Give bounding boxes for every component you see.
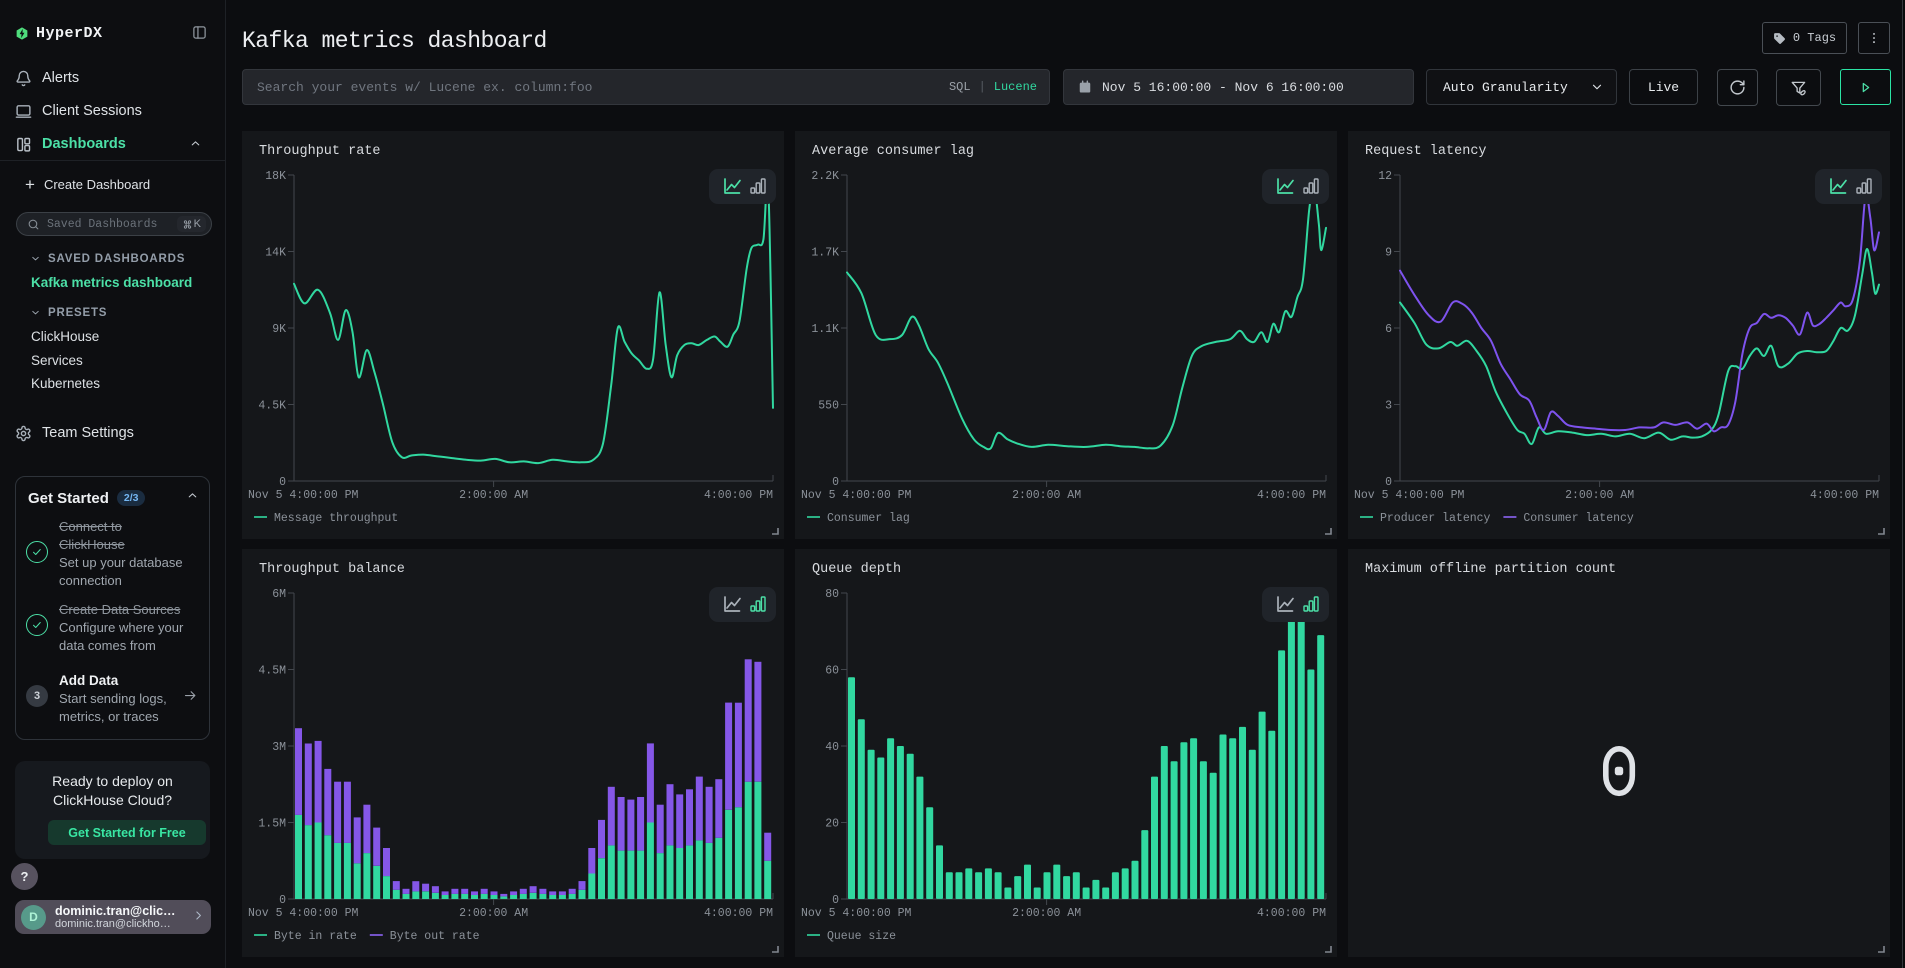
svg-text:2.2K: 2.2K [811,170,839,183]
svg-text:Maximum offline partition coun: Maximum offline partition count [1365,562,1616,577]
svg-text:4:00:00 PM: 4:00:00 PM [1257,907,1326,920]
svg-text:9K: 9K [272,323,286,336]
svg-text:80: 80 [825,588,839,601]
svg-text:60: 60 [825,665,839,678]
svg-text:2:00:00 AM: 2:00:00 AM [1565,489,1634,502]
svg-text:Nov 5 4:00:00 PM: Nov 5 4:00:00 PM [248,489,359,502]
svg-text:Byte in rate: Byte in rate [274,930,357,943]
svg-text:2:00:00 AM: 2:00:00 AM [459,489,528,502]
svg-text:1.7K: 1.7K [811,247,839,260]
svg-text:0: 0 [832,894,839,907]
svg-text:550: 550 [818,400,839,413]
svg-text:4:00:00 PM: 4:00:00 PM [1810,489,1879,502]
svg-text:0: 0 [1385,476,1392,489]
svg-text:Nov 5 4:00:00 PM: Nov 5 4:00:00 PM [248,907,359,920]
svg-text:2:00:00 AM: 2:00:00 AM [1012,907,1081,920]
svg-text:0: 0 [279,476,286,489]
svg-text:0: 0 [832,476,839,489]
svg-text:3: 3 [1385,400,1392,413]
svg-text:3M: 3M [272,741,286,754]
svg-text:4.5K: 4.5K [258,400,286,413]
svg-text:Consumer lag: Consumer lag [827,512,910,525]
svg-text:Byte out rate: Byte out rate [390,930,480,943]
svg-text:Queue size: Queue size [827,930,896,943]
svg-text:0: 0 [279,894,286,907]
svg-text:12: 12 [1378,170,1392,183]
svg-text:40: 40 [825,741,839,754]
svg-text:Throughput rate: Throughput rate [259,144,381,159]
svg-text:Nov 5 4:00:00 PM: Nov 5 4:00:00 PM [801,489,912,502]
svg-text:6M: 6M [272,588,286,601]
svg-text:Nov 5 4:00:00 PM: Nov 5 4:00:00 PM [1354,489,1465,502]
svg-text:Queue depth: Queue depth [812,562,901,577]
svg-text:18K: 18K [265,170,286,183]
svg-text:Consumer latency: Consumer latency [1523,512,1634,525]
svg-text:4:00:00 PM: 4:00:00 PM [704,907,773,920]
svg-text:4.5M: 4.5M [258,665,286,678]
svg-text:1.5M: 1.5M [258,818,286,831]
svg-text:20: 20 [825,818,839,831]
svg-text:9: 9 [1385,247,1392,260]
svg-text:1.1K: 1.1K [811,323,839,336]
svg-text:6: 6 [1385,323,1392,336]
svg-text:4:00:00 PM: 4:00:00 PM [704,489,773,502]
svg-text:2:00:00 AM: 2:00:00 AM [459,907,528,920]
svg-text:Nov 5 4:00:00 PM: Nov 5 4:00:00 PM [801,907,912,920]
svg-text:Throughput balance: Throughput balance [259,562,405,577]
svg-text:Message throughput: Message throughput [274,512,398,525]
svg-text:Request latency: Request latency [1365,144,1487,159]
svg-text:4:00:00 PM: 4:00:00 PM [1257,489,1326,502]
svg-text:Average consumer lag: Average consumer lag [812,144,974,159]
svg-text:2:00:00 AM: 2:00:00 AM [1012,489,1081,502]
svg-text:14K: 14K [265,247,286,260]
svg-text:Producer latency: Producer latency [1380,512,1491,525]
